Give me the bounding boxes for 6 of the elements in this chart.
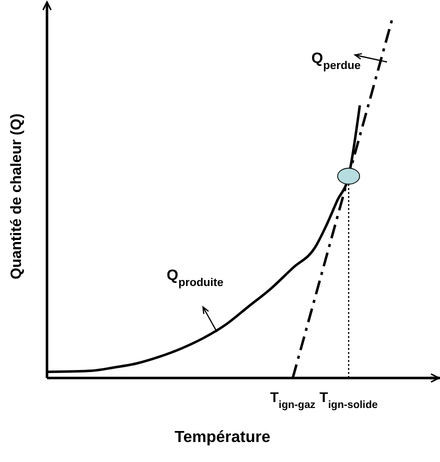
x-tick-label: T$_{ign-gaz}$ xyxy=(270,389,316,411)
annotation: Q$_{produite}$ xyxy=(166,267,224,289)
x-axis-title: Température xyxy=(174,429,270,446)
y-axis-title: Quantité de chaleur (Q) xyxy=(8,114,25,280)
x-tick-label: T$_{ign-solide}$ xyxy=(320,389,378,411)
annotation: Q$_{perdue}$ xyxy=(311,50,361,72)
